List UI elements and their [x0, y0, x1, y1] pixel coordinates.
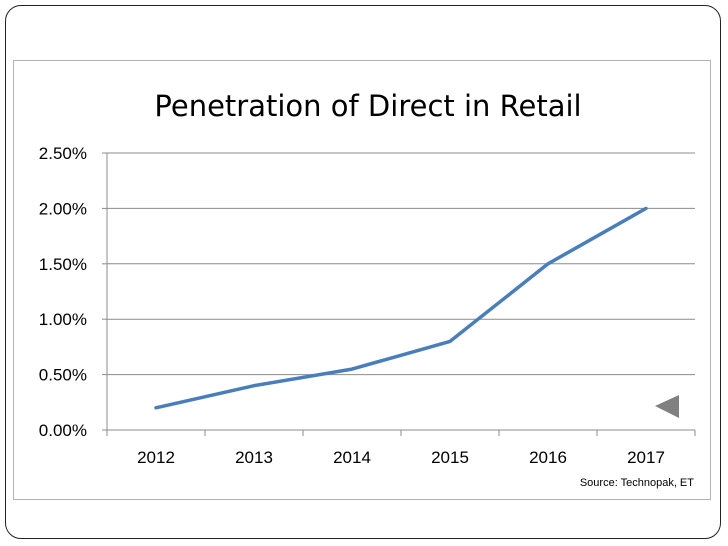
x-axis-tick-labels: 2012 2013 2014 2015 2016 2017 — [137, 448, 665, 467]
x-tick-label: 2017 — [627, 448, 665, 467]
x-tick-label: 2016 — [529, 448, 567, 467]
chart-title: Penetration of Direct in Retail — [154, 89, 581, 123]
chart-area: Penetration of Direct in Retail 0.00% 0.5… — [13, 60, 711, 500]
back-nav-button[interactable] — [652, 392, 684, 422]
series-layer — [154, 206, 648, 410]
triangle-left-icon[interactable] — [655, 395, 679, 418]
axes — [102, 152, 696, 436]
x-tick-label: 2012 — [137, 448, 175, 467]
y-tick-label: 1.00% — [39, 310, 87, 329]
x-tick-label: 2013 — [235, 448, 273, 467]
series-line — [154, 206, 648, 410]
y-tick-label: 2.00% — [39, 199, 87, 218]
gridlines — [107, 152, 695, 376]
x-tick-label: 2014 — [333, 448, 371, 467]
y-axis-tick-labels: 0.00% 0.50% 1.00% 1.50% 2.00% 2.50% — [39, 144, 87, 440]
y-tick-label: 2.50% — [39, 144, 87, 163]
y-tick-label: 0.50% — [39, 366, 87, 385]
slide-border — [5, 5, 721, 539]
x-tick-label: 2015 — [431, 448, 469, 467]
y-tick-label: 0.00% — [39, 421, 87, 440]
line-chart: Penetration of Direct in Retail 0.00% 0.5… — [39, 89, 696, 489]
y-tick-label: 1.50% — [39, 255, 87, 274]
source-note: Source: Technopak, ET — [580, 477, 694, 489]
